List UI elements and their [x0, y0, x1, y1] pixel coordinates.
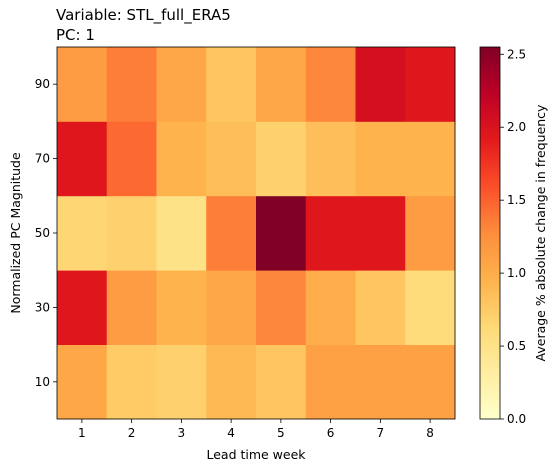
heatmap-cell	[106, 121, 157, 197]
y-tick-label: 10	[35, 375, 50, 389]
heatmap-cell	[106, 47, 157, 122]
heatmap-cell	[405, 121, 456, 197]
heatmap-cell	[206, 344, 257, 420]
heatmap-cell	[256, 270, 307, 345]
colorbar-label: Average % absolute change in frequency	[533, 104, 548, 362]
x-tick-label: 5	[277, 426, 285, 440]
heatmap-cell	[405, 195, 456, 271]
heatmap-cell	[206, 195, 257, 271]
heatmap-cell	[405, 47, 456, 122]
heatmap-cell	[156, 270, 207, 345]
heatmap-cell	[156, 195, 207, 271]
colorbar-tick-label: 2.0	[507, 120, 526, 134]
heatmap-cell	[206, 47, 257, 122]
x-axis-ticks: 1 2 3 4 5 6 7 8	[78, 419, 434, 440]
heatmap-cell	[256, 121, 307, 197]
heatmap-cell	[57, 47, 108, 122]
x-tick-label: 4	[227, 426, 235, 440]
heatmap-cell	[156, 121, 207, 197]
heatmap-cell	[256, 195, 307, 271]
heatmap-cell	[256, 344, 307, 420]
x-tick-label: 1	[78, 426, 86, 440]
heatmap-cell	[355, 195, 406, 271]
heatmap-cell	[305, 344, 356, 420]
heatmap-cell	[305, 47, 356, 122]
y-tick-label: 30	[35, 300, 50, 314]
heatmap-cell	[57, 195, 108, 271]
heatmap-cell	[156, 344, 207, 420]
y-tick-label: 90	[35, 77, 50, 91]
heatmap-cell	[106, 344, 157, 420]
heatmap-cell	[106, 195, 157, 271]
heatmap-cell	[106, 270, 157, 345]
colorbar	[479, 46, 501, 420]
colorbar-ticks: 0.0 0.5 1.0 1.5 2.0 2.5	[500, 47, 526, 426]
colorbar-tick-label: 2.5	[507, 47, 526, 61]
y-tick-label: 70	[35, 152, 50, 166]
y-tick-label: 50	[35, 226, 50, 240]
heatmap-cell	[355, 270, 406, 345]
heatmap-cell	[305, 195, 356, 271]
x-tick-label: 3	[178, 426, 186, 440]
heatmap-cell	[405, 270, 456, 345]
x-tick-label: 2	[128, 426, 136, 440]
heatmap-cell	[355, 121, 406, 197]
chart-title-line-2: PC: 1	[56, 26, 95, 44]
y-axis-label: Normalized PC Magnitude	[8, 152, 23, 314]
heatmap-cell	[405, 344, 456, 420]
colorbar-tick-label: 0.0	[507, 412, 526, 426]
x-tick-label: 8	[426, 426, 434, 440]
heatmap-cell	[305, 270, 356, 345]
y-axis-ticks: 10 30 50 70 90	[35, 77, 57, 389]
heatmap-cell	[57, 270, 108, 345]
heatmap-cell	[57, 344, 108, 420]
colorbar-tick-label: 1.5	[507, 193, 526, 207]
x-tick-label: 6	[327, 426, 335, 440]
colorbar-tick-label: 0.5	[507, 339, 526, 353]
colorbar-tick-label: 1.0	[507, 266, 526, 280]
heatmap-cell	[256, 47, 307, 122]
heatmap-cell	[305, 121, 356, 197]
heatmap-cell	[57, 121, 108, 197]
heatmap-cell	[206, 270, 257, 345]
x-axis-label: Lead time week	[206, 447, 306, 462]
chart-title-line-1: Variable: STL_full_ERA5	[56, 6, 231, 25]
heatmap-cells	[57, 47, 456, 420]
heatmap-cell	[206, 121, 257, 197]
heatmap-cell	[355, 47, 406, 122]
heatmap-cell	[156, 47, 207, 122]
x-tick-label: 7	[377, 426, 385, 440]
heatmap-cell	[355, 344, 406, 420]
